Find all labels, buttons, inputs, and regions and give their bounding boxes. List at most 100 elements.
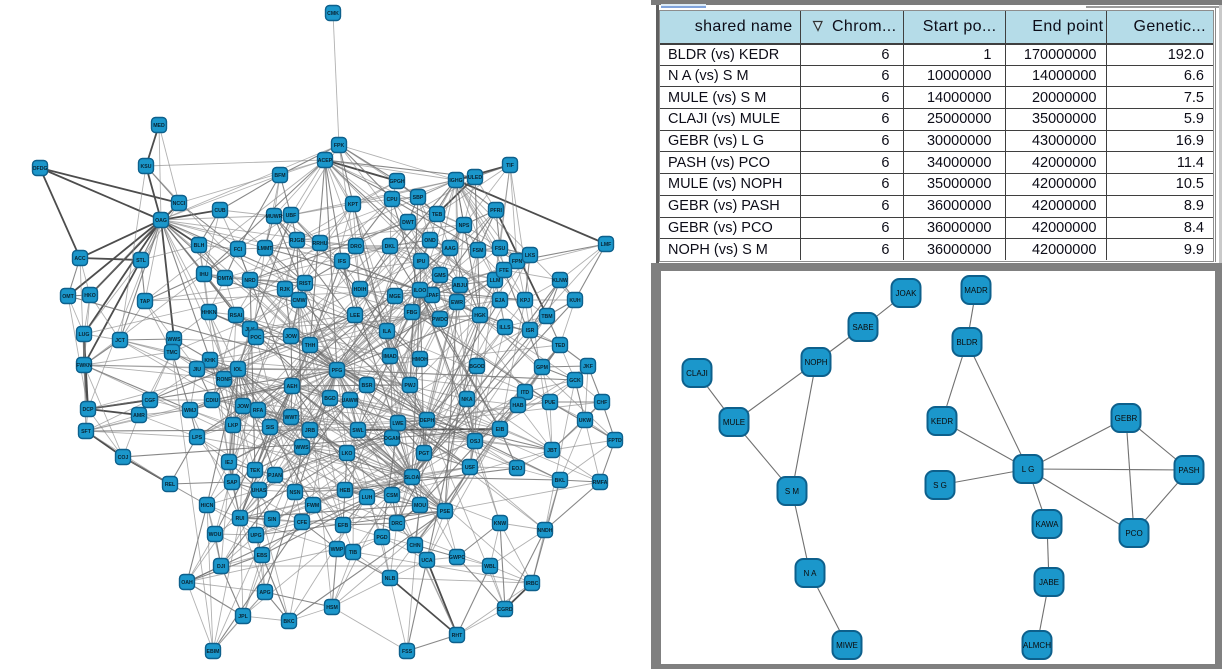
- svg-text:IOL: IOL: [234, 367, 243, 373]
- svg-text:PCO: PCO: [1125, 529, 1142, 538]
- svg-text:WBL: WBL: [484, 564, 497, 570]
- svg-text:DCP: DCP: [83, 407, 94, 413]
- svg-text:OMT: OMT: [62, 294, 74, 300]
- svg-text:S M: S M: [785, 487, 800, 496]
- svg-text:WMP: WMP: [331, 547, 344, 553]
- svg-text:HICN: HICN: [201, 503, 214, 509]
- svg-text:EIB: EIB: [496, 427, 505, 433]
- svg-text:S G: S G: [933, 481, 947, 490]
- svg-text:AMR: AMR: [133, 413, 145, 419]
- svg-text:ALMCH: ALMCH: [1023, 641, 1051, 650]
- svg-text:FWKN: FWKN: [76, 363, 92, 369]
- svg-text:GMS: GMS: [434, 273, 446, 279]
- svg-text:NSN: NSN: [290, 490, 301, 496]
- svg-text:DRO: DRO: [350, 244, 362, 250]
- svg-text:DRC: DRC: [391, 521, 402, 527]
- svg-text:OAG: OAG: [155, 218, 167, 224]
- svg-text:LWE: LWE: [392, 421, 404, 427]
- svg-text:KAWA: KAWA: [1036, 520, 1060, 529]
- svg-text:PWJ: PWJ: [404, 383, 415, 389]
- svg-text:UKW: UKW: [579, 418, 591, 424]
- svg-text:ACC: ACC: [74, 256, 85, 262]
- svg-text:CUB: CUB: [214, 208, 225, 214]
- svg-text:FSM: FSM: [473, 248, 484, 254]
- svg-text:ILLS: ILLS: [499, 325, 511, 331]
- svg-text:RHT: RHT: [452, 633, 463, 639]
- svg-text:PFG: PFG: [332, 368, 343, 374]
- svg-text:HEB: HEB: [340, 488, 351, 494]
- svg-text:OAH: OAH: [181, 580, 193, 586]
- svg-text:UHAS: UHAS: [252, 488, 267, 494]
- svg-text:JABE: JABE: [1039, 578, 1059, 587]
- svg-text:FCI: FCI: [234, 247, 243, 253]
- svg-text:KLNW: KLNW: [552, 278, 568, 284]
- svg-text:HHKN: HHKN: [202, 310, 217, 316]
- svg-text:JRB: JRB: [305, 428, 316, 434]
- svg-text:HMOH: HMOH: [412, 357, 428, 363]
- svg-text:HAB: HAB: [512, 403, 523, 409]
- svg-text:DWT: DWT: [402, 220, 415, 226]
- svg-text:COJ: COJ: [118, 455, 129, 461]
- svg-text:LMMT: LMMT: [258, 246, 274, 252]
- svg-text:STL: STL: [136, 258, 147, 264]
- svg-text:FTE: FTE: [499, 268, 509, 274]
- svg-text:CFE: CFE: [297, 520, 308, 526]
- svg-text:HDIH: HDIH: [354, 287, 367, 293]
- svg-text:FSU: FSU: [495, 246, 506, 252]
- svg-text:JKF: JKF: [583, 364, 593, 370]
- svg-text:JIU: JIU: [193, 367, 201, 373]
- svg-text:JOAK: JOAK: [896, 289, 918, 298]
- svg-text:CDIU: CDIU: [206, 398, 219, 404]
- svg-text:TBM: TBM: [541, 314, 552, 320]
- svg-text:KNW: KNW: [494, 521, 506, 527]
- svg-text:OGAM: OGAM: [384, 436, 400, 442]
- svg-text:TAP: TAP: [140, 299, 151, 305]
- svg-text:MGE: MGE: [389, 294, 401, 300]
- svg-text:WWS: WWS: [167, 337, 181, 343]
- svg-text:BGOD: BGOD: [469, 364, 485, 370]
- svg-text:IMAD: IMAD: [383, 354, 397, 360]
- svg-text:CSM: CSM: [386, 493, 398, 499]
- svg-text:LUG: LUG: [79, 332, 90, 338]
- svg-text:PGD: PGD: [376, 535, 387, 541]
- svg-text:MUWR: MUWR: [266, 214, 283, 220]
- svg-text:GEBR: GEBR: [1115, 414, 1138, 423]
- svg-text:OMTA: OMTA: [218, 276, 233, 282]
- svg-text:CHN: CHN: [409, 543, 420, 549]
- svg-text:JOW: JOW: [285, 334, 297, 340]
- svg-text:PASH: PASH: [1178, 466, 1199, 475]
- svg-text:RFA: RFA: [253, 408, 264, 414]
- svg-text:AAG: AAG: [444, 246, 456, 252]
- svg-text:SIN: SIN: [268, 517, 277, 523]
- svg-text:RIST: RIST: [299, 281, 312, 287]
- svg-text:L G: L G: [1022, 465, 1035, 474]
- svg-text:LLM: LLM: [490, 278, 501, 284]
- svg-text:EBIM: EBIM: [207, 649, 220, 655]
- svg-text:EFB: EFB: [338, 523, 349, 529]
- svg-text:MULE: MULE: [723, 418, 745, 427]
- svg-text:SWL: SWL: [352, 428, 364, 434]
- svg-text:CMK: CMK: [327, 11, 339, 17]
- svg-text:IHU: IHU: [200, 272, 209, 278]
- svg-text:BLH: BLH: [194, 243, 205, 249]
- svg-text:BGD: BGD: [324, 396, 336, 402]
- svg-text:ACEP: ACEP: [318, 158, 333, 164]
- svg-text:EOJ: EOJ: [512, 466, 522, 472]
- svg-text:EWR: EWR: [451, 300, 463, 306]
- svg-text:SAP: SAP: [227, 480, 238, 486]
- svg-text:REL: REL: [165, 482, 176, 488]
- svg-text:PSE: PSE: [440, 509, 451, 515]
- svg-text:SFT: SFT: [81, 429, 92, 435]
- svg-text:BKL: BKL: [555, 478, 566, 484]
- svg-text:EJA: EJA: [495, 298, 505, 304]
- svg-text:USF: USF: [465, 465, 475, 471]
- svg-text:NRD: NRD: [244, 278, 255, 284]
- svg-text:JCT: JCT: [115, 338, 126, 344]
- svg-text:UCA: UCA: [421, 558, 432, 564]
- svg-text:WMJ: WMJ: [184, 408, 196, 414]
- svg-text:TIF: TIF: [506, 163, 514, 169]
- svg-text:PGT: PGT: [419, 451, 430, 457]
- svg-text:SLOA: SLOA: [405, 475, 420, 481]
- svg-text:CLAJI: CLAJI: [686, 369, 708, 378]
- svg-text:WWT: WWT: [285, 415, 299, 421]
